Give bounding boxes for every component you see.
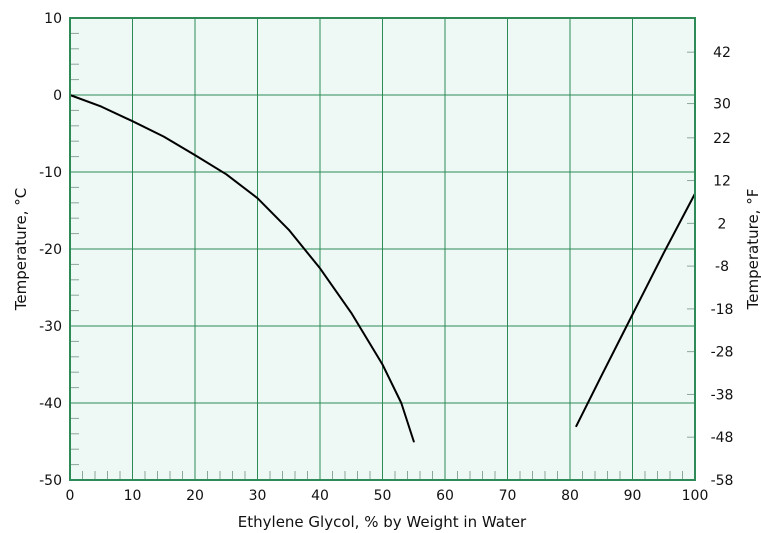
x-tick-label: 80	[561, 488, 579, 504]
y2-tick-label: 30	[713, 97, 731, 113]
y-tick-label: -40	[39, 396, 62, 412]
y-tick-label: -30	[39, 319, 62, 335]
x-tick-label: 70	[499, 488, 517, 504]
y2-tick-label: 42	[713, 45, 731, 61]
y2-tick-labels: 42 30 22 12 2 -8 -18 -28 -38 -48 -58	[711, 45, 734, 489]
x-tick-label: 90	[624, 488, 642, 504]
y-tick-label: -20	[39, 242, 62, 258]
x-tick-labels: 0 10 20 30 40 50 60 70 80 90 100	[66, 488, 709, 504]
y-axis-title: Temperature, °C	[12, 188, 30, 312]
y2-tick-label: -38	[711, 387, 734, 403]
series-line-2	[575, 192, 696, 428]
y-tick-label: -10	[39, 165, 62, 181]
x-tick-label: 10	[124, 488, 142, 504]
y2-tick-label: -58	[711, 473, 734, 489]
x-axis-title: Ethylene Glycol, % by Weight in Water	[238, 513, 527, 531]
y-tick-label: 10	[44, 11, 62, 27]
y2-tick-label: 2	[718, 216, 727, 232]
y2-tick-label: 22	[713, 131, 731, 147]
y2-tick-label: -48	[711, 430, 734, 446]
y2-tick-label: -28	[711, 345, 734, 361]
x-tick-label: 40	[311, 488, 329, 504]
x-tick-label: 60	[436, 488, 454, 504]
series-line-1	[69, 94, 415, 443]
series-group	[69, 94, 696, 443]
y2-tick-label: 12	[713, 174, 731, 190]
minor-ticks	[70, 32, 695, 481]
y2-tick-label: -18	[711, 302, 734, 318]
x-tick-label: 50	[374, 488, 392, 504]
y-tick-label: -50	[39, 473, 62, 489]
y2-axis-title: Temperature, °F	[744, 189, 761, 311]
y2-tick-label: -8	[715, 259, 729, 275]
y-tick-labels: 10 0 -10 -20 -30 -40 -50	[39, 11, 62, 489]
y-tick-label: 0	[53, 88, 62, 104]
grid-lines	[70, 18, 695, 480]
x-tick-label: 30	[249, 488, 267, 504]
x-tick-label: 100	[682, 488, 709, 504]
plot-frame	[69, 17, 696, 481]
x-tick-label: 20	[186, 488, 204, 504]
x-tick-label: 0	[66, 488, 75, 504]
